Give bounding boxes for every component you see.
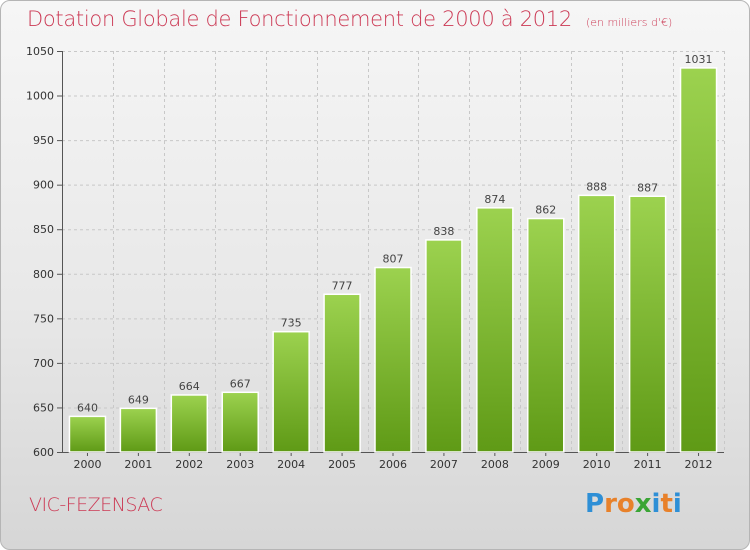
data-label-2006: 807	[383, 253, 404, 266]
y-tick-labels: 600 650 700 750 800 850 900 950 1000 1050	[26, 45, 54, 459]
y-tick-label: 650	[33, 401, 54, 414]
y-tick-label: 800	[33, 268, 54, 281]
y-tick-label: 1050	[26, 45, 54, 58]
data-label-2007: 838	[433, 225, 454, 238]
x-tick-label-2001: 2001	[124, 458, 152, 471]
data-labels: 640 649 664 667 735 777 807 838 874 862 888 887 1031	[77, 53, 713, 414]
x-tick-label-2002: 2002	[175, 458, 203, 471]
y-tick-label: 700	[33, 357, 54, 370]
data-label-2010: 888	[586, 180, 607, 193]
x-tick-label-2011: 2011	[634, 458, 662, 471]
logo-letter: x	[634, 489, 652, 519]
logo-letter: t	[660, 489, 673, 519]
chart-title: Dotation Globale de Fonctionnement de 20…	[27, 7, 672, 31]
x-tick-label-2012: 2012	[685, 458, 713, 471]
bar-2001	[119, 407, 158, 453]
logo-letter: P	[585, 489, 605, 519]
data-label-2009: 862	[535, 204, 556, 217]
bar-2004	[272, 330, 310, 453]
data-label-2002: 664	[179, 380, 200, 393]
x-tick-label-2008: 2008	[481, 458, 509, 471]
x-tick-label-2004: 2004	[277, 458, 305, 471]
chart-subtitle: (en milliers d'€)	[585, 16, 673, 29]
x-tick-label-2009: 2009	[532, 458, 560, 471]
bars	[68, 67, 718, 453]
bar-2009	[527, 217, 565, 453]
logo-letter: o	[616, 489, 635, 519]
y-tick-label: 900	[33, 179, 54, 192]
x-tick-label-2006: 2006	[379, 458, 407, 471]
bar-2008	[476, 207, 514, 453]
data-label-2003: 667	[230, 377, 251, 390]
bar-2003	[221, 391, 259, 453]
x-tick-labels: 2000 2001 2002 2003 2004 2005 2006 2007 2008 2009…	[73, 458, 712, 471]
bar-2007	[425, 239, 463, 453]
y-tick-label: 1000	[26, 90, 54, 103]
bar-2012	[679, 67, 718, 453]
logo-letter: i	[651, 489, 661, 519]
x-tick-label-2005: 2005	[328, 458, 356, 471]
data-label-2012: 1031	[685, 53, 713, 66]
logo-letter: r	[604, 489, 617, 519]
bar-2006	[374, 266, 412, 453]
bar-2011	[628, 195, 667, 453]
bar-2000	[68, 415, 107, 453]
logo-letter: i	[672, 489, 682, 519]
y-tick-label: 600	[33, 446, 54, 459]
x-tick-label-2007: 2007	[430, 458, 458, 471]
bar-2002	[170, 394, 209, 453]
y-tick-label: 950	[33, 134, 54, 147]
data-label-2011: 887	[637, 181, 658, 194]
proxiti-logo: Proxiti	[585, 489, 682, 519]
y-tick-label: 850	[33, 223, 54, 236]
data-label-2001: 649	[128, 393, 149, 406]
data-label-2005: 777	[332, 279, 353, 292]
data-label-2000: 640	[77, 401, 98, 414]
commune-name: VIC-FEZENSAC	[29, 494, 163, 516]
bar-2005	[323, 293, 361, 453]
data-label-2004: 735	[281, 317, 302, 330]
x-tick-label-2010: 2010	[583, 458, 611, 471]
data-label-2008: 874	[484, 193, 505, 206]
x-tick-label-2003: 2003	[226, 458, 254, 471]
y-tick-label: 750	[33, 312, 54, 325]
bar-2010	[577, 194, 616, 453]
chart-title-text: Dotation Globale de Fonctionnement de 20…	[27, 7, 572, 31]
x-tick-label-2000: 2000	[73, 458, 101, 471]
